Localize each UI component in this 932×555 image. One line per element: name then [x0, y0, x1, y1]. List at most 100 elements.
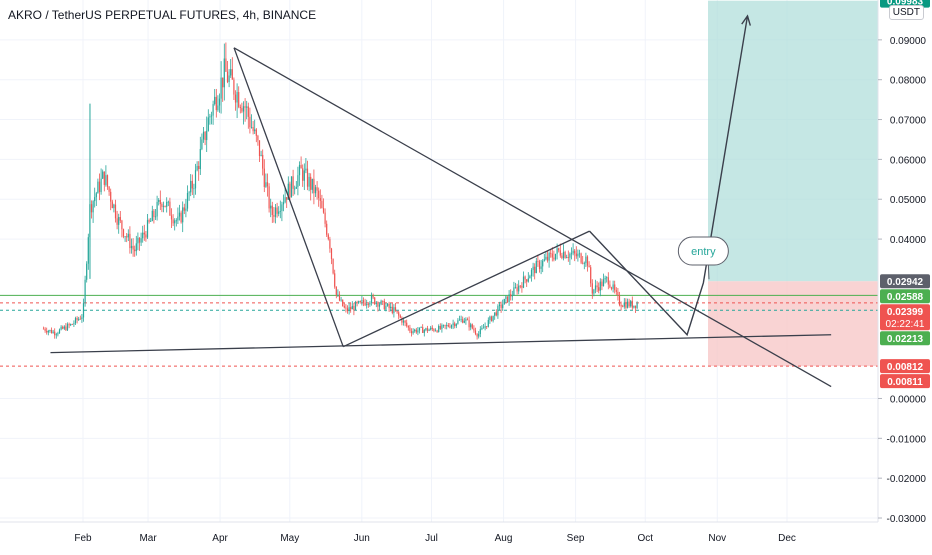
candle-body — [66, 324, 69, 331]
candle-body — [57, 333, 59, 335]
lower-trendline[interactable] — [50, 334, 832, 354]
candle-body — [626, 301, 629, 308]
candle-body — [111, 201, 113, 209]
candle-body — [76, 318, 78, 320]
candle-body — [558, 248, 560, 251]
candle-body — [599, 281, 601, 291]
candle-body — [356, 302, 358, 304]
candle-body — [382, 300, 384, 302]
candle-body — [418, 327, 421, 331]
candle-body — [196, 165, 198, 171]
candle-body — [330, 248, 333, 259]
candle-body — [274, 207, 277, 217]
candle-body — [446, 325, 448, 326]
price-badge-label: 0.02213 — [887, 334, 924, 345]
candle-body — [351, 305, 353, 310]
entry-callout[interactable] — [677, 236, 729, 266]
candle-body — [226, 71, 229, 82]
candle-body — [135, 243, 137, 252]
candle-body — [386, 303, 389, 306]
candle-body — [260, 154, 262, 156]
candle-body — [249, 116, 251, 128]
candle-body — [590, 267, 592, 284]
candle-body — [391, 306, 393, 313]
candle-body — [257, 135, 259, 141]
candle-body — [92, 201, 94, 213]
candle-body — [185, 208, 187, 211]
triangle-right-leg[interactable] — [342, 230, 590, 348]
candle-body — [470, 324, 472, 328]
price-badge — [880, 289, 930, 304]
candle-body — [105, 175, 107, 185]
candle-body — [634, 305, 637, 308]
candle-body — [567, 257, 569, 259]
candle-body — [354, 302, 357, 311]
candle-body — [596, 285, 598, 288]
candle-body — [140, 238, 142, 243]
candle-body — [532, 266, 534, 270]
candle-body — [404, 320, 406, 323]
price-badge-label: 0.02942 — [887, 277, 924, 288]
candle-body — [255, 129, 257, 136]
projection-path[interactable] — [588, 15, 749, 337]
candle-body — [282, 202, 285, 205]
candle-body — [524, 276, 526, 280]
candle-body — [546, 256, 549, 261]
candle-body — [148, 220, 150, 222]
y-tick-label: 0.05000 — [890, 195, 927, 206]
x-tick-label: Nov — [708, 533, 726, 544]
upper-trendline[interactable] — [233, 47, 832, 388]
candle-body — [535, 261, 537, 274]
candle-body — [84, 279, 86, 304]
y-tick-label: -0.03000 — [887, 514, 927, 525]
candle-body — [572, 250, 574, 254]
candle-body — [484, 326, 486, 328]
candle-body — [449, 326, 451, 328]
candle-body — [170, 215, 173, 220]
candle-body — [462, 319, 464, 323]
candle-body — [281, 204, 283, 211]
candle-body — [100, 178, 102, 193]
horizontal-lines — [0, 294, 878, 367]
candle-body — [90, 204, 93, 213]
candle-body — [228, 75, 230, 82]
candle-body — [321, 200, 323, 209]
x-tick-label: Aug — [495, 533, 513, 544]
drawings[interactable]: entry — [50, 14, 832, 388]
arrow-head[interactable] — [741, 14, 751, 26]
candle-body — [247, 106, 249, 117]
currency-button[interactable]: USDT — [888, 5, 924, 20]
candle-body — [556, 248, 558, 254]
candle-body — [218, 98, 221, 106]
candle-body — [433, 329, 435, 331]
candle-body — [322, 208, 325, 213]
candle-body — [103, 171, 105, 185]
candle-body — [511, 295, 513, 297]
candle-body — [390, 306, 392, 309]
candle-body — [559, 250, 561, 256]
candle-body — [582, 262, 584, 264]
candle-body — [246, 106, 248, 108]
candle-body — [210, 115, 213, 117]
candle-body — [554, 253, 557, 260]
candle-body — [370, 295, 373, 303]
candle-body — [54, 331, 56, 336]
candle-body — [118, 217, 120, 225]
candle-body — [396, 310, 398, 313]
candle-body — [358, 301, 360, 304]
candle-body — [50, 329, 53, 334]
candle-body — [266, 182, 269, 187]
candle-body — [353, 305, 355, 311]
price-badge — [880, 331, 930, 346]
candle-body — [540, 266, 542, 269]
candle-body — [94, 197, 96, 202]
candle-body — [334, 273, 336, 287]
candle-body — [297, 175, 299, 187]
candle-body — [142, 232, 144, 239]
candle-body — [562, 251, 565, 259]
triangle-left-leg[interactable] — [233, 47, 344, 347]
candle-body — [458, 319, 461, 321]
candle-body — [158, 199, 160, 202]
candle-body — [340, 299, 342, 301]
